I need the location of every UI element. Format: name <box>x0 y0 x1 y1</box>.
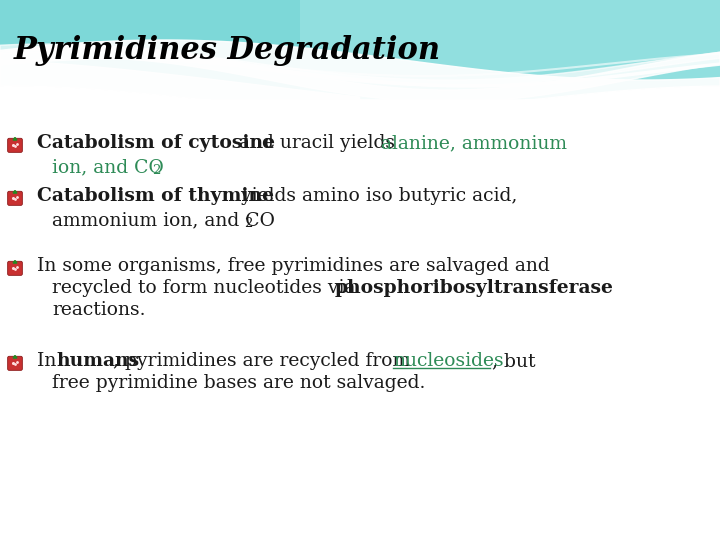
FancyBboxPatch shape <box>8 191 22 205</box>
Text: free pyrimidine bases are not salvaged.: free pyrimidine bases are not salvaged. <box>52 374 426 392</box>
Text: phosphoribosyltransferase: phosphoribosyltransferase <box>335 279 614 297</box>
Text: yields amino iso butyric acid,: yields amino iso butyric acid, <box>235 187 518 205</box>
Text: nucleosides: nucleosides <box>393 352 503 370</box>
Text: , but: , but <box>492 352 536 370</box>
Text: Catabolism of cytosine: Catabolism of cytosine <box>37 134 275 152</box>
Text: Catabolism of thymine: Catabolism of thymine <box>37 187 274 205</box>
Text: recycled to form nucleotides via: recycled to form nucleotides via <box>52 279 361 297</box>
Polygon shape <box>13 138 17 140</box>
Text: , pyrimidines are recycled from: , pyrimidines are recycled from <box>113 352 416 370</box>
FancyBboxPatch shape <box>8 261 22 275</box>
Text: humans: humans <box>56 352 139 370</box>
Text: 2: 2 <box>152 164 161 177</box>
Polygon shape <box>13 191 17 193</box>
Text: 2: 2 <box>244 217 253 230</box>
Text: alanine, ammonium: alanine, ammonium <box>381 134 567 152</box>
FancyBboxPatch shape <box>8 356 22 370</box>
Bar <box>300 0 720 100</box>
Bar <box>0 0 720 100</box>
Text: Pyrimidines Degradation: Pyrimidines Degradation <box>14 35 441 65</box>
Text: ion, and CO: ion, and CO <box>52 158 163 176</box>
Text: In: In <box>37 352 63 370</box>
FancyBboxPatch shape <box>8 138 22 152</box>
Text: ammonium ion, and CO: ammonium ion, and CO <box>52 211 275 229</box>
Text: In some organisms, free pyrimidines are salvaged and: In some organisms, free pyrimidines are … <box>37 257 550 275</box>
Text: reactions.: reactions. <box>52 301 145 319</box>
Text: and uracil yields: and uracil yields <box>233 134 401 152</box>
Polygon shape <box>13 260 17 263</box>
Polygon shape <box>13 355 17 358</box>
